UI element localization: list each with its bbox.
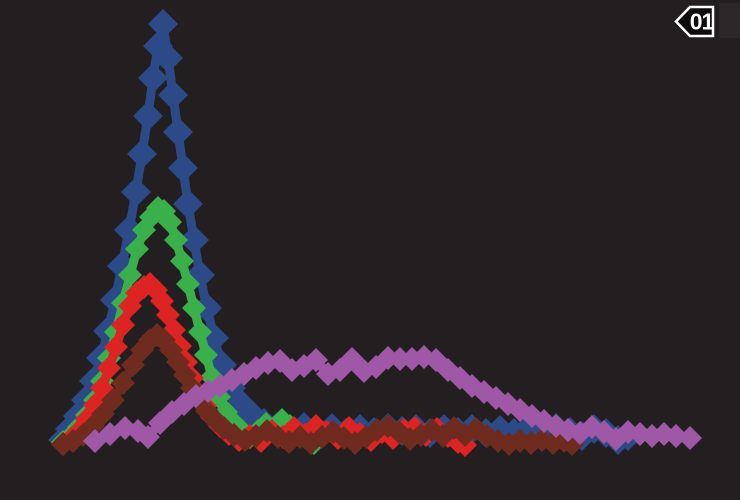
series-red-marker <box>111 313 135 337</box>
series-navy-marker <box>121 177 151 207</box>
series-red-marker <box>97 356 121 380</box>
series-navy-marker <box>179 225 209 255</box>
series-green-marker <box>164 228 188 252</box>
series-navy-marker <box>158 80 188 110</box>
series-navy-marker <box>163 117 193 147</box>
series-green-marker <box>194 343 218 367</box>
series-navy-marker <box>173 189 203 219</box>
series-green-marker <box>118 263 142 287</box>
series-green-marker <box>170 249 194 273</box>
series-green-marker <box>182 296 206 320</box>
badge-arrow-outline <box>674 5 715 38</box>
figure-number-badge: 01 <box>674 5 715 38</box>
corner-decoration <box>719 3 740 38</box>
series-purple-marker <box>678 426 702 450</box>
series-navy-marker <box>138 63 168 93</box>
series-purple-marker <box>136 425 160 449</box>
series-navy-marker <box>127 139 157 169</box>
badge-label: 01 <box>690 9 715 35</box>
series-dark-red-marker <box>111 371 135 395</box>
series-navy-marker <box>153 43 183 73</box>
series-green-marker <box>125 237 149 261</box>
series-dark-red-marker <box>101 388 125 412</box>
badge-arrow-shape <box>676 7 713 36</box>
series-navy-marker <box>168 153 198 183</box>
series-navy-marker <box>148 9 178 39</box>
series-green-marker <box>176 272 200 296</box>
series-purple-marker <box>304 348 328 372</box>
series-red-marker <box>104 335 128 359</box>
series-green-marker <box>188 320 212 344</box>
series-navy-marker <box>133 101 163 131</box>
